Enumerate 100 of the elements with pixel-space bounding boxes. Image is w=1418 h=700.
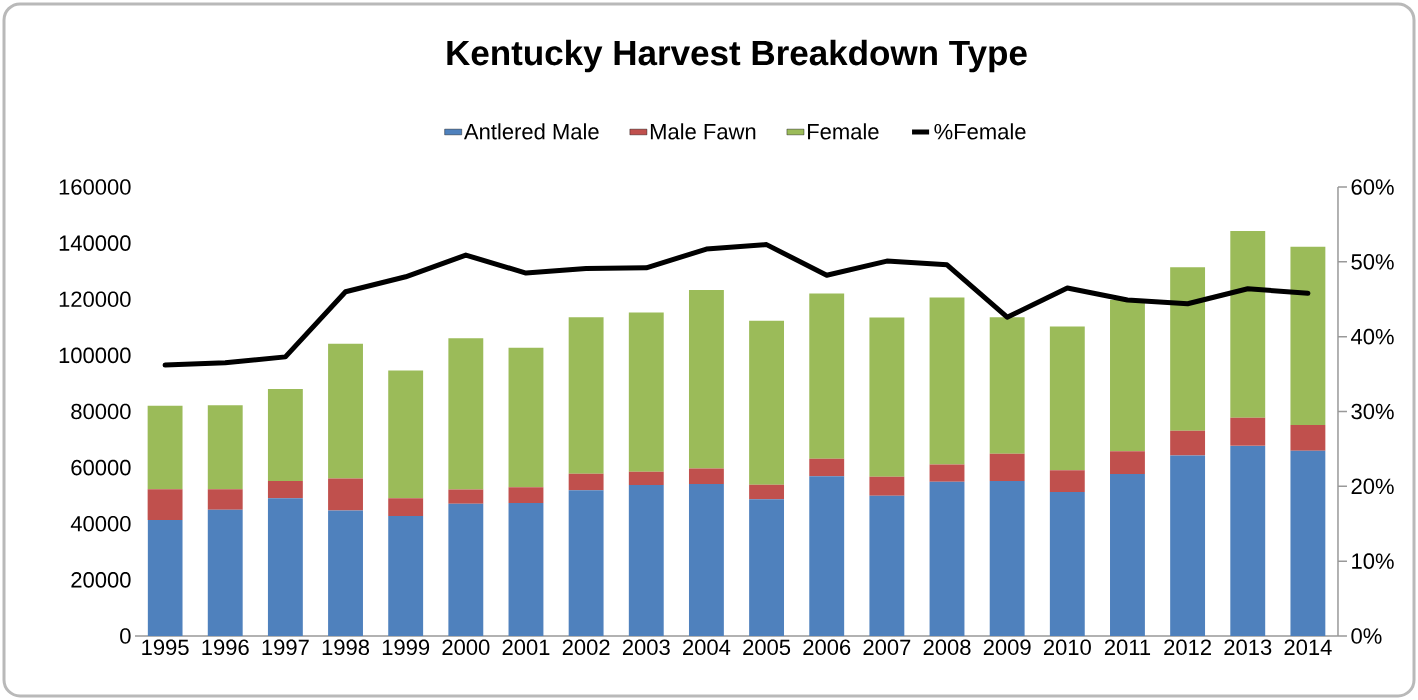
y-tick-label: 40000 — [70, 515, 131, 532]
y2-tick-label: 0% — [1351, 628, 1382, 644]
y-tick-label: 20000 — [71, 572, 131, 588]
bar — [628, 471, 664, 486]
bar — [929, 464, 965, 482]
bar — [147, 520, 183, 636]
bar — [267, 389, 303, 482]
bar — [1170, 430, 1206, 456]
bar — [1290, 246, 1326, 425]
bar — [508, 347, 544, 488]
x-tick-label: 2002 — [562, 639, 610, 656]
bar — [508, 502, 544, 636]
bar — [869, 495, 905, 636]
bar — [207, 405, 243, 490]
x-tick-label: 2003 — [622, 639, 670, 656]
x-tick-label: 2006 — [803, 639, 851, 656]
bar — [628, 312, 664, 472]
bar — [1170, 455, 1206, 636]
bar — [1230, 445, 1266, 636]
bar — [388, 515, 424, 636]
y2-tick-label: 60% — [1351, 179, 1394, 195]
y2-tick-label: 10% — [1352, 553, 1394, 569]
bar — [688, 289, 724, 469]
bar — [328, 343, 363, 479]
y-tick-label: 160000 — [59, 179, 131, 195]
y-tick-label: 100000 — [59, 347, 131, 364]
bar — [1110, 474, 1145, 636]
bar — [267, 481, 303, 499]
y2-tick-label: 40% — [1351, 328, 1394, 345]
legend-label: Male Fawn — [650, 123, 756, 140]
bar — [809, 458, 845, 477]
y-tick-label: 0 — [120, 628, 131, 644]
bar — [568, 317, 604, 474]
x-tick-label: 1997 — [262, 639, 309, 656]
y2-tick-label: 30% — [1351, 403, 1394, 420]
chart-title: Kentucky Harvest Breakdown Type — [447, 39, 1027, 73]
x-tick-label: 2013 — [1224, 639, 1272, 656]
x-tick-label: 1998 — [322, 639, 370, 656]
bar — [267, 498, 303, 636]
y-tick-label: 140000 — [59, 235, 131, 251]
bar — [1110, 300, 1145, 452]
bar — [1170, 267, 1206, 431]
bar — [147, 405, 183, 490]
bar — [448, 503, 484, 636]
bar — [869, 317, 905, 477]
legend-label: Female — [807, 123, 879, 140]
bar — [1049, 326, 1085, 471]
bar — [207, 489, 243, 510]
bar — [568, 490, 604, 636]
bar — [1230, 231, 1266, 418]
bar — [448, 338, 484, 490]
bar — [989, 453, 1025, 482]
bar — [809, 476, 845, 636]
bar — [989, 481, 1025, 636]
bar — [448, 489, 484, 504]
bar — [388, 498, 424, 516]
bar — [1290, 424, 1326, 451]
bar — [749, 484, 785, 500]
x-tick-label: 2010 — [1043, 639, 1091, 656]
x-tick-label: 2001 — [502, 639, 550, 656]
bar — [688, 483, 724, 636]
y-tick-label: 60000 — [71, 459, 131, 476]
y-tick-label: 120000 — [59, 291, 131, 308]
x-tick-label: 2008 — [923, 639, 971, 656]
bar — [1230, 417, 1266, 446]
x-tick-label: 1999 — [382, 639, 430, 656]
x-tick-label: 2007 — [863, 639, 911, 656]
x-tick-label: 1996 — [202, 639, 249, 656]
x-tick-label: 2012 — [1164, 639, 1211, 656]
bar — [989, 317, 1025, 454]
bar — [328, 478, 363, 511]
bar — [1110, 451, 1145, 475]
bar — [508, 487, 544, 503]
bar — [809, 293, 845, 459]
bar — [688, 468, 724, 484]
bar — [388, 370, 424, 499]
x-tick-label: 2014 — [1284, 639, 1332, 656]
bar — [929, 297, 965, 465]
bar — [147, 489, 183, 521]
x-tick-label: 2004 — [683, 639, 731, 656]
y2-tick-label: 50% — [1351, 254, 1394, 270]
bar — [869, 476, 905, 496]
y2-tick-label: 20% — [1351, 478, 1394, 495]
x-tick-label: 2011 — [1104, 639, 1151, 656]
bar — [328, 510, 363, 636]
y-tick-label: 80000 — [71, 403, 131, 420]
x-tick-label: 2000 — [442, 639, 490, 656]
bar — [1049, 470, 1085, 493]
bar — [749, 499, 785, 636]
bar — [568, 473, 604, 491]
x-tick-label: 1995 — [142, 639, 189, 656]
bar — [628, 485, 664, 636]
bar — [1049, 492, 1085, 636]
bar — [207, 509, 243, 636]
bar — [749, 320, 785, 485]
legend-label: Antlered Male — [463, 123, 599, 140]
legend-label: %Female — [934, 123, 1026, 140]
x-tick-label: 2009 — [983, 639, 1031, 656]
bar — [929, 481, 965, 636]
bar — [1290, 450, 1326, 636]
